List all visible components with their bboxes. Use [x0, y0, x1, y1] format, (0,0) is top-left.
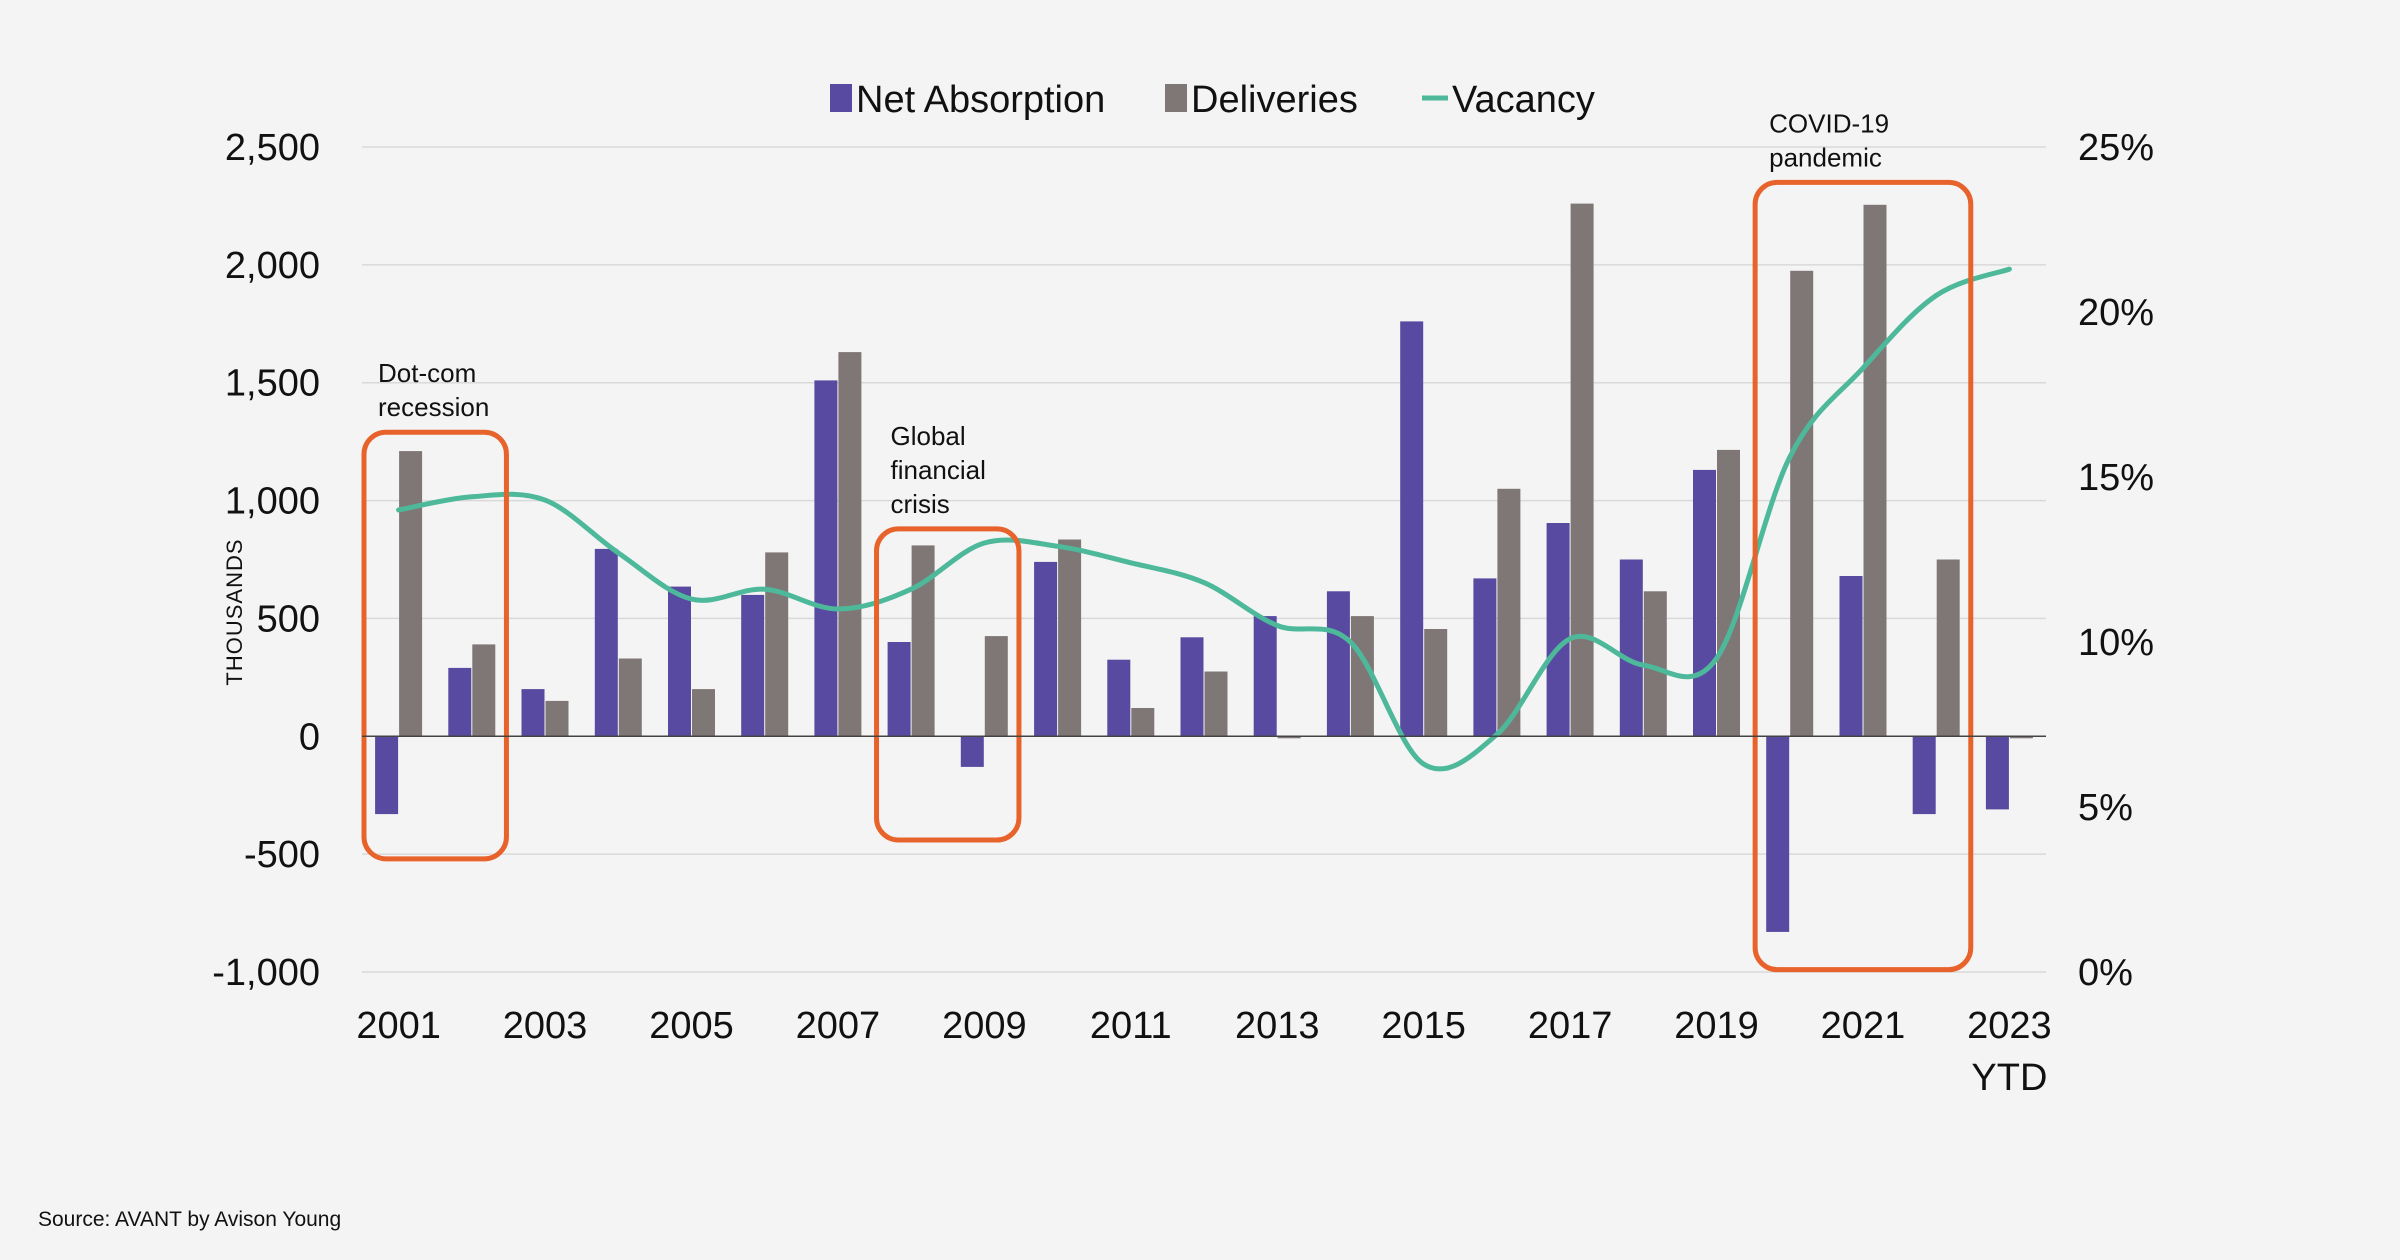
annotation-label: COVID-19 [1769, 108, 1889, 138]
x-tick-label: 2013 [1235, 1005, 1320, 1047]
bar-deliveries [911, 545, 935, 737]
bar-deliveries [545, 700, 569, 737]
y-left-tick-label: 2,500 [225, 127, 320, 169]
bar-deliveries [838, 352, 862, 737]
x-tick-label: 2009 [942, 1005, 1027, 1047]
bar-deliveries [1204, 671, 1228, 737]
annotation-label: Dot-com [378, 358, 476, 388]
bar-deliveries [1863, 204, 1887, 737]
bar-net-absorption [1473, 578, 1497, 737]
bar-net-absorption [1766, 736, 1790, 932]
bar-net-absorption [1619, 559, 1643, 737]
bar-deliveries [472, 644, 496, 737]
legend-label: Deliveries [1191, 79, 1358, 121]
bar-net-absorption [741, 594, 765, 737]
bar-deliveries [692, 689, 715, 737]
bar-net-absorption [1985, 736, 2009, 810]
bar-net-absorption [1546, 523, 1570, 737]
y-right-tick-label: 20% [2078, 292, 2154, 334]
annotation-label: pandemic [1769, 142, 1882, 172]
legend-swatch-net-absorption [830, 84, 852, 112]
x-tick-label: 2017 [1528, 1005, 1613, 1047]
y-left-tick-label: 2,000 [225, 245, 320, 287]
axes: 2,500 2,000 1,500 1,000 500 0 -500 -1,000 25% 20%… [212, 127, 2154, 1099]
annotation-label: Global [891, 421, 966, 451]
bar-deliveries [399, 451, 423, 737]
annotation-box [361, 429, 509, 862]
annotation-box [874, 526, 1022, 843]
bar-net-absorption [1253, 616, 1277, 737]
x-tick-label: 2011 [1090, 1005, 1172, 1047]
x-tick-label: 2003 [503, 1005, 588, 1047]
bar-deliveries [1058, 539, 1082, 737]
bar-net-absorption [1107, 659, 1131, 737]
gridlines [362, 146, 2046, 973]
bar-deliveries [1570, 203, 1594, 737]
bar-net-absorption [1180, 637, 1204, 737]
bar-net-absorption [375, 736, 399, 815]
bar-deliveries [1131, 708, 1155, 737]
bars [375, 203, 2033, 932]
bar-net-absorption [1034, 561, 1058, 737]
annotation-label: crisis [891, 489, 950, 519]
y-right-tick-label: 15% [2078, 457, 2154, 499]
x-tick-label: 2015 [1381, 1005, 1466, 1047]
y-right-tick-label: 10% [2078, 622, 2154, 664]
x-tick-label: 2023 [1967, 1005, 2052, 1047]
bar-deliveries [1497, 488, 1521, 737]
y-left-tick-label: 500 [257, 598, 320, 640]
x-tick-sublabel: YTD [1971, 1057, 2047, 1099]
y-left-tick-label: 1,500 [225, 363, 320, 405]
bar-deliveries [1936, 559, 1960, 737]
bar-net-absorption [1326, 591, 1350, 737]
x-tick-label: 2019 [1674, 1005, 1759, 1047]
bar-deliveries [1277, 736, 1301, 739]
x-tick-label: 2007 [796, 1005, 881, 1047]
bar-net-absorption [1400, 321, 1424, 737]
bar-deliveries [1790, 270, 1814, 737]
bar-net-absorption [814, 380, 838, 737]
annotations: Dot-com recession Global financial crisis COV… [361, 108, 1974, 973]
bar-deliveries [765, 552, 789, 737]
legend-swatch-deliveries [1165, 84, 1187, 112]
legend: Net Absorption Deliveries Vacancy [830, 79, 1595, 121]
bar-deliveries [1643, 591, 1667, 737]
bar-net-absorption [1693, 469, 1716, 737]
bar-deliveries [1424, 629, 1448, 737]
bar-net-absorption [1912, 736, 1936, 815]
bar-deliveries [1717, 449, 1740, 737]
y-left-tick-label: 0 [299, 716, 320, 758]
x-tick-label: 2021 [1821, 1005, 1906, 1047]
annotation-box [1752, 179, 1974, 973]
bar-net-absorption [594, 548, 618, 737]
x-tick-label: 2001 [356, 1005, 441, 1047]
y-right-tick-label: 5% [2078, 787, 2133, 829]
y-left-tick-label: 1,000 [225, 481, 320, 523]
y-right-tick-label: 25% [2078, 127, 2154, 169]
bar-net-absorption [960, 736, 984, 767]
x-tick-label: 2005 [649, 1005, 734, 1047]
bar-deliveries [2009, 736, 2033, 739]
bar-net-absorption [887, 642, 911, 737]
bar-net-absorption [668, 586, 691, 737]
bar-net-absorption [521, 689, 545, 737]
source-note: Source: AVANT by Avison Young [38, 1208, 341, 1231]
y-right-tick-label: 0% [2078, 952, 2133, 994]
bar-net-absorption [448, 667, 472, 737]
annotation-label: financial [891, 455, 986, 485]
y-axis-title: THOUSANDS [222, 538, 247, 685]
bar-deliveries [984, 636, 1008, 737]
legend-label: Vacancy [1452, 79, 1595, 121]
bar-net-absorption [1839, 576, 1863, 737]
y-left-tick-label: -500 [244, 834, 320, 876]
legend-label: Net Absorption [856, 79, 1105, 121]
bar-deliveries [618, 658, 642, 737]
annotation-label: recession [378, 392, 489, 422]
y-left-tick-label: -1,000 [212, 952, 320, 994]
